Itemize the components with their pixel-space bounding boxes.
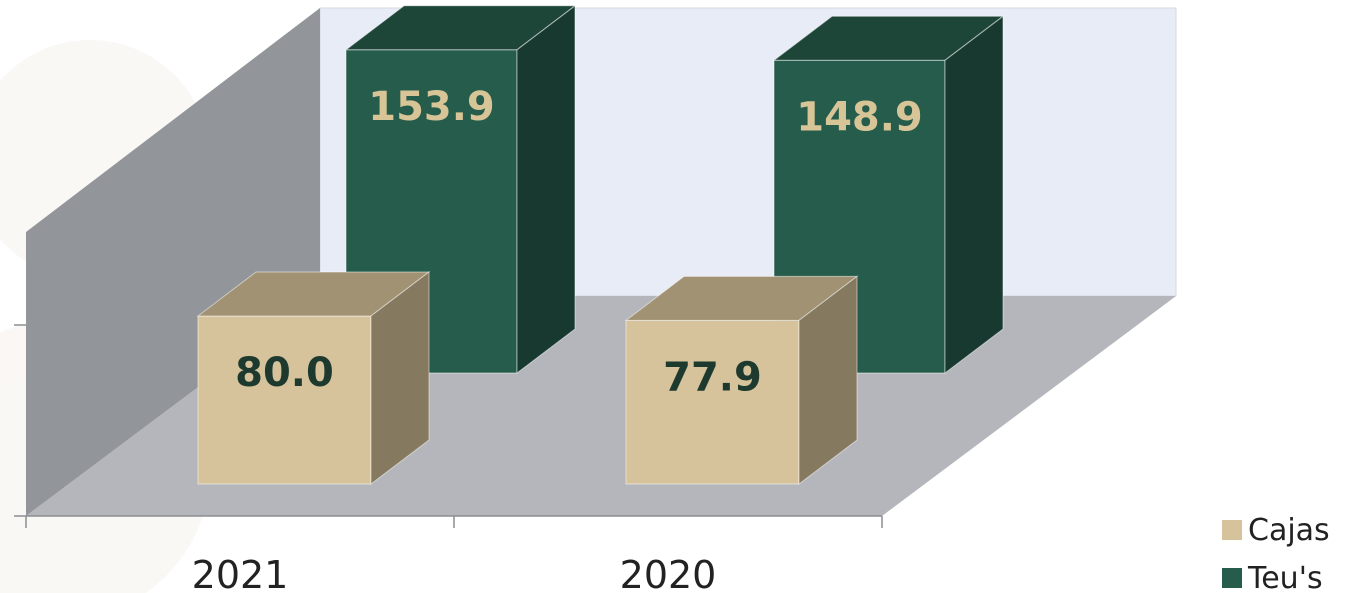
bar-side-face [944,15,1004,375]
side-wall [26,8,320,516]
category-label-2021: 2021 [192,553,289,593]
data-label-cajas-2021: 80.0 [235,350,334,396]
bar-side-face [370,270,430,486]
data-label-cajas-2020: 77.9 [663,354,762,400]
bar-cajas-2020: 77.9 [624,275,859,486]
bar-front-face [625,319,800,485]
legend-label-cajas: Cajas [1248,513,1330,548]
bar-side-face [798,275,858,486]
bar-side-face [516,4,576,375]
data-label-teus-2021: 153.9 [368,84,495,130]
bar-front-face [197,315,372,485]
bar-cajas-2021: 80.0 [196,270,431,486]
data-label-teus-2020: 148.9 [796,94,923,140]
series-cajas: 80.0 77.9 [196,270,859,486]
legend: Cajas Teu's [1222,513,1330,593]
legend-swatch-cajas [1222,520,1242,540]
bar-teus-2021: 153.9 [344,4,577,375]
legend-label-teus: Teu's [1247,561,1323,593]
category-label-2020: 2020 [620,553,717,593]
legend-swatch-teus [1222,568,1242,588]
